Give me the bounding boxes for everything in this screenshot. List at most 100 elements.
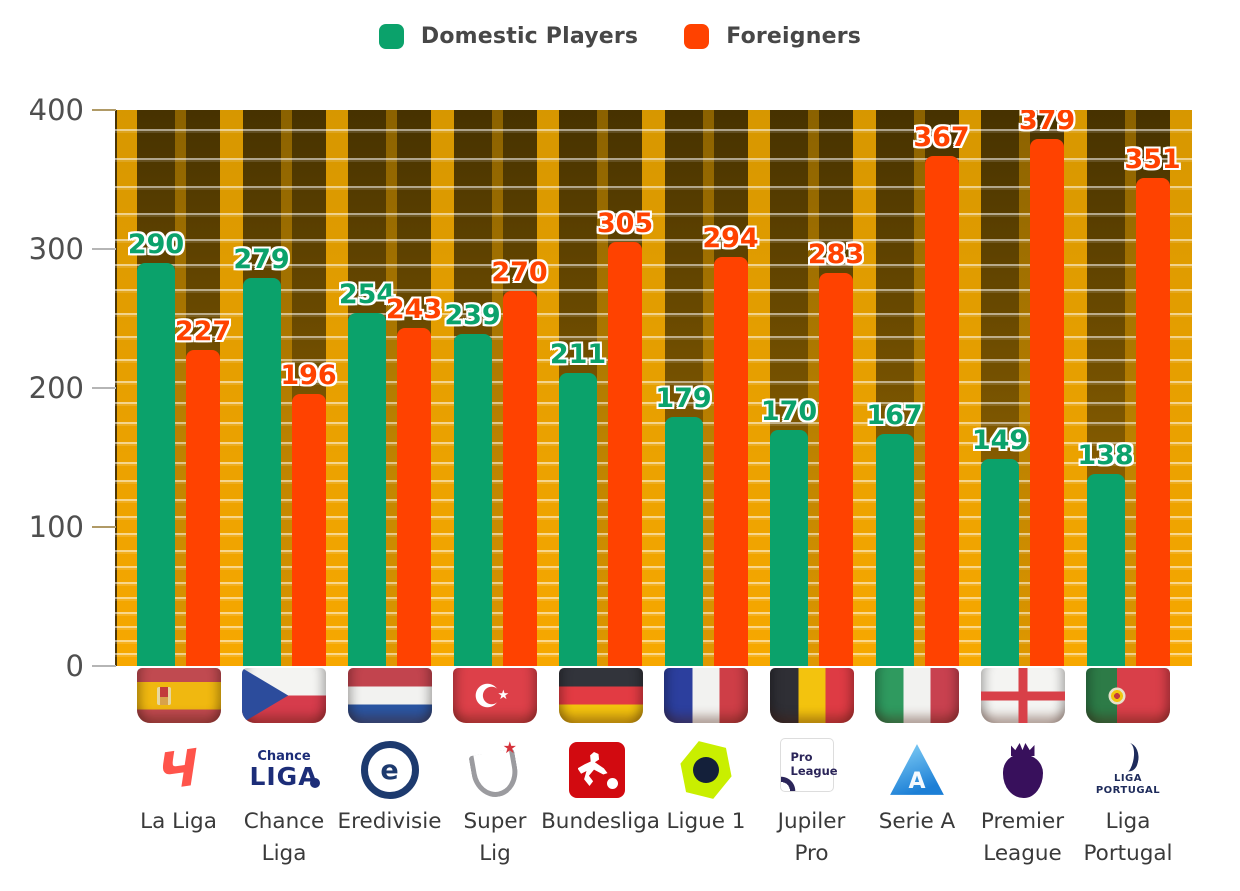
gridline bbox=[115, 313, 1192, 316]
logo-text: e bbox=[380, 754, 399, 786]
bar-domestic-players-jupiler-pro[interactable] bbox=[770, 429, 808, 666]
italy-flag-icon bbox=[875, 668, 959, 723]
y-axis-tick bbox=[92, 387, 116, 389]
gridline bbox=[115, 239, 1192, 242]
column-gap-shade bbox=[1019, 110, 1030, 666]
bar-foreigners-liga-portugal[interactable] bbox=[1135, 178, 1170, 666]
gridline bbox=[115, 380, 1192, 383]
logo-text: LIGA bbox=[249, 761, 319, 791]
column-gap-shade bbox=[808, 110, 819, 666]
value-label: 239 bbox=[444, 299, 501, 331]
bar-domestic-players-chance-liga[interactable] bbox=[242, 278, 281, 666]
legend-item-foreigners[interactable]: Foreigners bbox=[684, 24, 861, 49]
plot-area: 290 279 254 239 211 179 170 167 149 138 227 196 243 2… bbox=[115, 110, 1192, 666]
logo-text: League bbox=[790, 764, 838, 778]
bar-domestic-players-serie-a[interactable] bbox=[875, 433, 914, 666]
germany-flag-icon bbox=[558, 668, 643, 723]
value-label: 170 bbox=[760, 395, 818, 427]
bar-foreigners-la-liga[interactable] bbox=[186, 350, 220, 666]
x-label-chance-liga: Chance Liga bbox=[243, 809, 325, 867]
bar-domestic-players-liga-portugal[interactable] bbox=[1086, 474, 1125, 666]
domestic-players-swatch-icon bbox=[378, 24, 404, 49]
x-label-bundesliga: Bundesliga bbox=[541, 809, 660, 834]
x-label-serie-a: Serie A bbox=[878, 809, 956, 834]
gridline bbox=[115, 653, 1192, 655]
gridline bbox=[115, 212, 1192, 215]
column-gap-shade bbox=[280, 110, 292, 666]
value-label: 254 bbox=[338, 278, 396, 310]
value-label: 243 bbox=[385, 294, 443, 326]
column-gap-shade bbox=[1124, 110, 1136, 666]
chance-liga-logo-icon: Chance LIGA bbox=[249, 738, 320, 802]
x-label-premier-league: Premier League bbox=[980, 809, 1065, 867]
gridline bbox=[115, 157, 1192, 160]
column-gap-shade bbox=[913, 110, 925, 666]
value-label: 211 bbox=[549, 338, 607, 370]
y-axis-line bbox=[115, 110, 117, 666]
portugal-flag-icon bbox=[1086, 668, 1170, 723]
super-lig-logo-icon bbox=[463, 738, 527, 802]
bar-foreigners-serie-a[interactable] bbox=[924, 155, 959, 666]
france-flag-icon bbox=[664, 668, 748, 723]
gridline bbox=[115, 625, 1192, 628]
gridline bbox=[115, 596, 1192, 599]
x-label-jupiler-pro: Jupiler Pro bbox=[777, 809, 846, 867]
y-axis-tick bbox=[92, 526, 116, 528]
bar-foreigners-jupiler-pro[interactable] bbox=[819, 272, 853, 666]
la-liga-logo-icon bbox=[147, 738, 211, 802]
gridline bbox=[115, 639, 1192, 642]
value-label: 179 bbox=[655, 383, 712, 415]
column-gap-shade bbox=[597, 110, 608, 666]
value-label: 279 bbox=[233, 244, 290, 276]
bar-domestic-players-la-liga[interactable] bbox=[137, 262, 175, 666]
bar-domestic-players-super-lig[interactable] bbox=[453, 333, 492, 666]
column-gap-shade bbox=[491, 110, 503, 666]
foreigners-swatch-icon bbox=[684, 24, 710, 49]
x-label-la-liga: La Liga bbox=[140, 809, 217, 834]
bar-foreigners-super-lig[interactable] bbox=[502, 290, 537, 666]
y-axis-tick bbox=[92, 248, 116, 250]
bar-domestic-players-eredivisie[interactable] bbox=[348, 312, 386, 666]
y-axis-label-100: 100 bbox=[28, 510, 84, 544]
gridline bbox=[115, 498, 1192, 501]
bar-foreigners-chance-liga[interactable] bbox=[291, 393, 326, 666]
turkey-flag-icon bbox=[453, 668, 537, 723]
bar-foreigners-premier-league[interactable] bbox=[1030, 139, 1064, 666]
gridline bbox=[115, 549, 1192, 552]
y-axis-label-400: 400 bbox=[28, 93, 84, 127]
bar-foreigners-ligue-1[interactable] bbox=[713, 257, 748, 666]
y-axis-tick bbox=[92, 665, 116, 667]
gridline bbox=[115, 480, 1192, 483]
gridline bbox=[115, 516, 1192, 519]
logo-text: Pro bbox=[790, 750, 813, 765]
bar-domestic-players-premier-league[interactable] bbox=[981, 458, 1019, 666]
gridline bbox=[115, 129, 1192, 132]
column-gap-shade bbox=[175, 110, 186, 666]
gridline bbox=[115, 611, 1192, 614]
gridline bbox=[115, 581, 1192, 584]
value-label: 351 bbox=[1124, 144, 1181, 176]
gridline bbox=[115, 336, 1192, 339]
gridline bbox=[115, 358, 1192, 361]
value-label: 227 bbox=[174, 316, 232, 348]
y-axis-label-300: 300 bbox=[28, 232, 84, 266]
value-label: 379 bbox=[1018, 110, 1076, 137]
legend-label: Foreigners bbox=[726, 24, 862, 49]
legend-item-domestic-players[interactable]: Domestic Players bbox=[378, 24, 638, 49]
england-flag-icon bbox=[980, 668, 1065, 723]
x-label-eredivisie: Eredivisie bbox=[337, 809, 442, 834]
bar-foreigners-bundesliga[interactable] bbox=[608, 242, 642, 666]
y-axis-label-200: 200 bbox=[28, 371, 84, 405]
gridline bbox=[115, 185, 1192, 188]
value-label: 138 bbox=[1077, 440, 1134, 472]
belgium-flag-icon bbox=[769, 668, 854, 723]
y-axis-tick bbox=[92, 109, 116, 111]
bar-domestic-players-bundesliga[interactable] bbox=[559, 372, 597, 666]
bar-foreigners-eredivisie[interactable] bbox=[397, 328, 431, 666]
bar-domestic-players-ligue-1[interactable] bbox=[664, 417, 703, 666]
premier-league-logo-icon bbox=[991, 738, 1055, 802]
serie-a-logo-icon bbox=[885, 738, 949, 802]
spain-flag-icon bbox=[136, 668, 221, 723]
gridline bbox=[115, 442, 1192, 445]
